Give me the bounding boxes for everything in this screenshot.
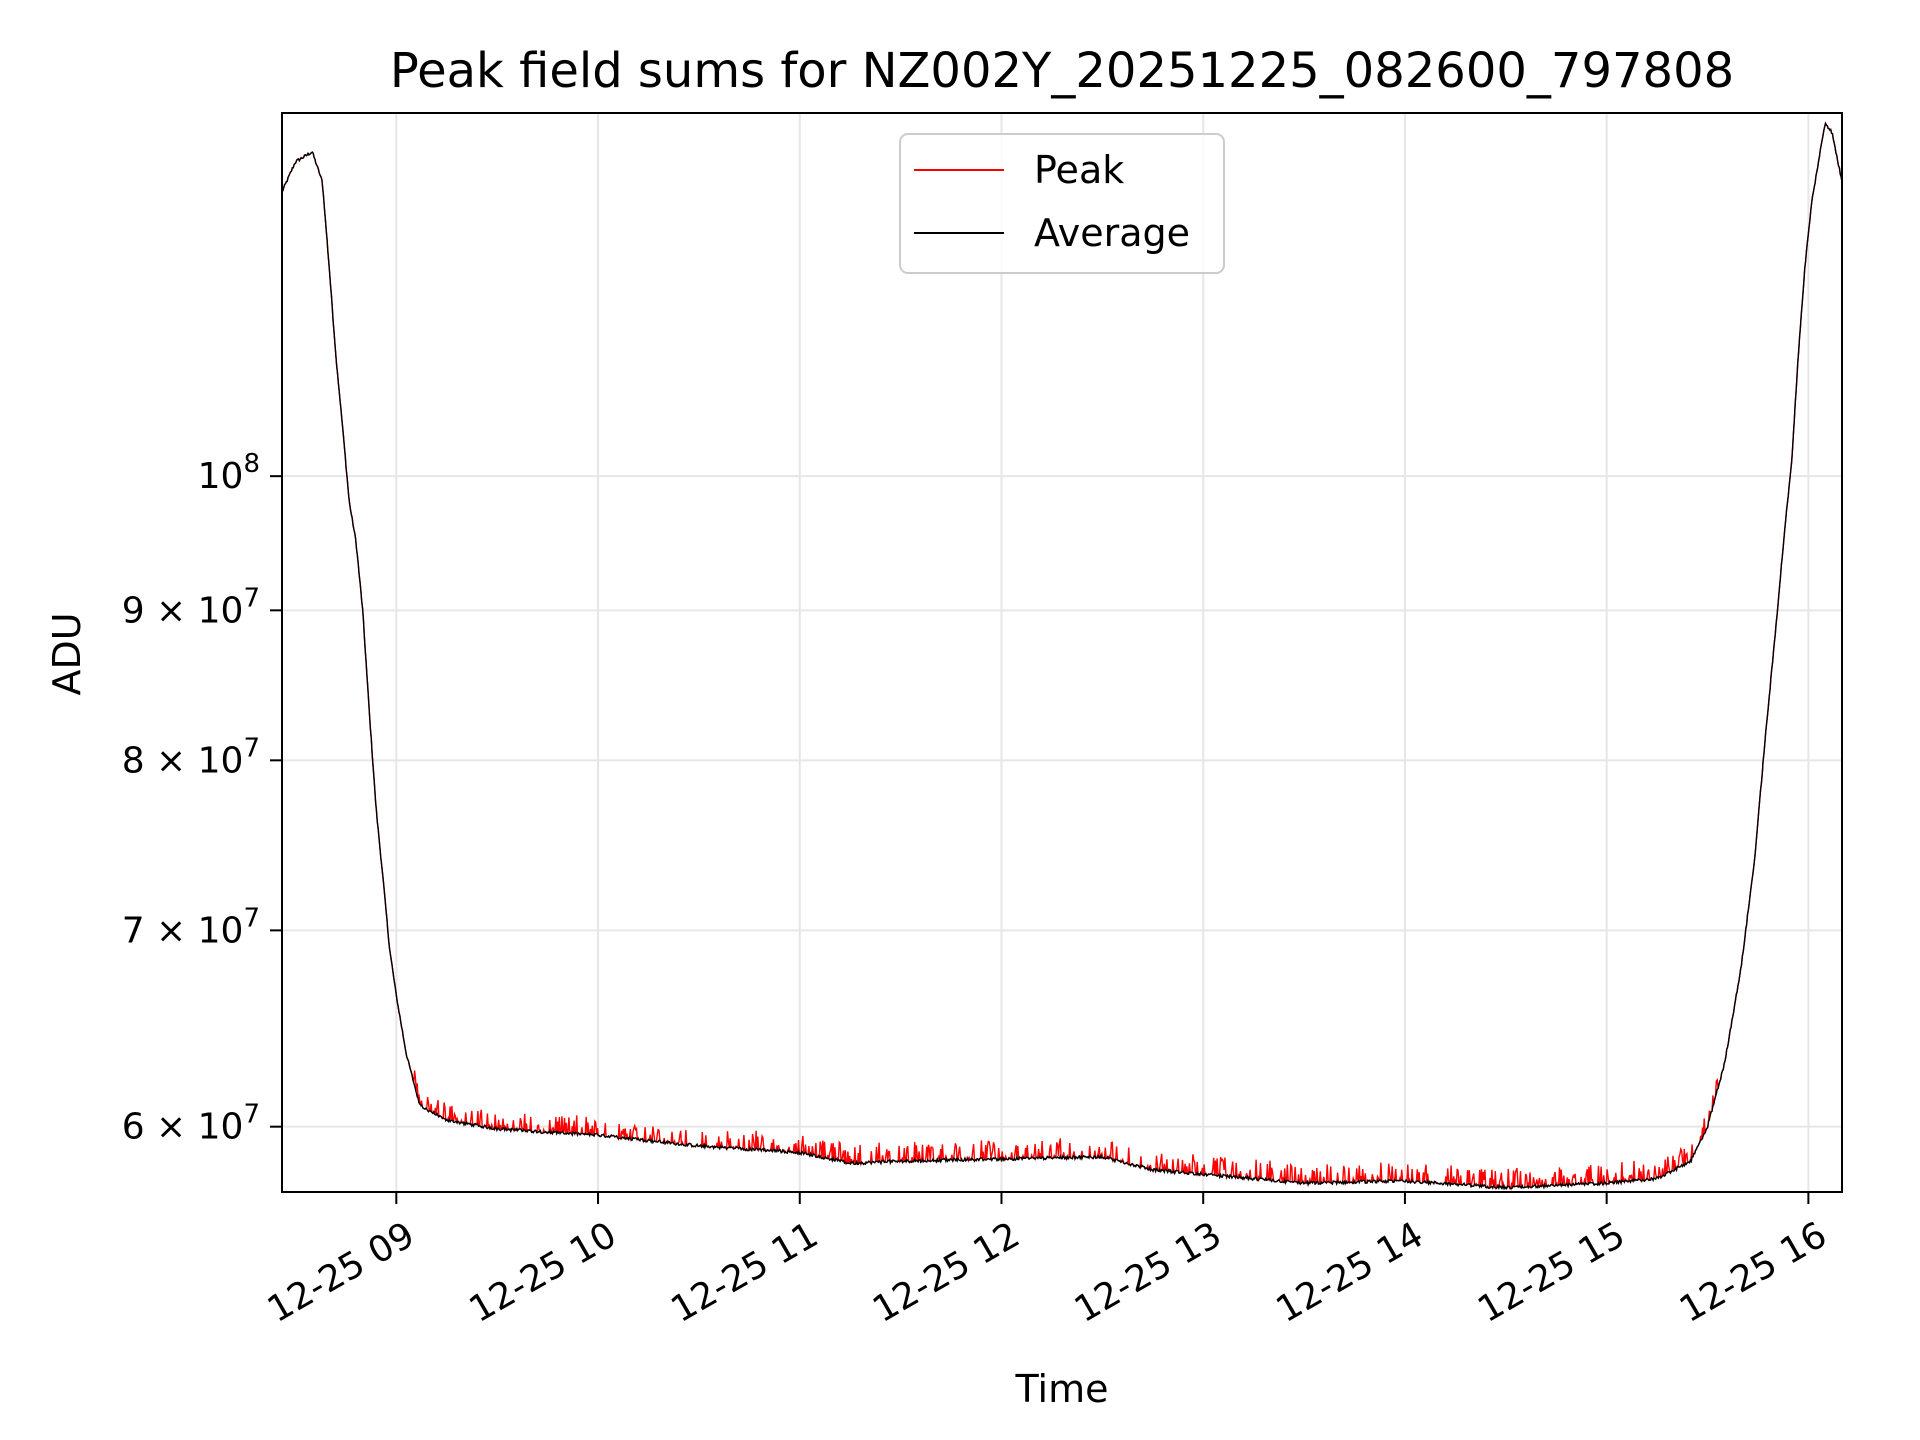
legend-box xyxy=(899,133,1225,274)
y-tick-label: 9 × 107 xyxy=(122,583,260,631)
legend-average-label: Average xyxy=(1034,211,1190,255)
y-tick-label: 8 × 107 xyxy=(122,733,260,781)
y-axis-label: ADU xyxy=(45,612,89,695)
y-tick-label: 6 × 107 xyxy=(122,1100,260,1148)
series-average-line xyxy=(282,121,1842,1191)
chart-title: Peak field sums for NZ002Y_20251225_0826… xyxy=(390,43,1734,99)
legend: Peak Average xyxy=(899,133,1225,274)
series-layer xyxy=(282,121,1842,1191)
grid xyxy=(282,113,1842,1192)
y-tick-label: 7 × 107 xyxy=(122,903,260,951)
x-axis-label: Time xyxy=(1015,1367,1109,1411)
legend-peak-label: Peak xyxy=(1034,148,1124,192)
plot-frame xyxy=(281,112,1843,1193)
